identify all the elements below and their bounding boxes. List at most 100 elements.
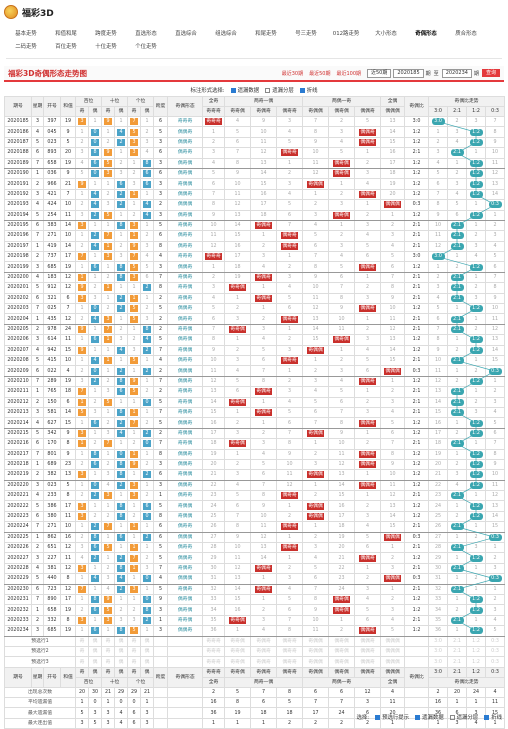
nav-tab[interactable]: 二码走势 <box>15 44 37 50</box>
nav-tab[interactable]: 奇偶形态 <box>415 31 437 37</box>
omission-cell: 1 <box>250 396 278 408</box>
pattern-text: 奇偶奇 <box>167 406 204 419</box>
pattern-hit: 偶奇奇 <box>281 315 298 323</box>
digit-cell: 5 <box>127 303 142 315</box>
ratio-cell: 2:1 <box>447 240 468 253</box>
omission-cell: 1 <box>380 375 406 388</box>
digit-hit: 2 <box>91 377 99 385</box>
nav-tab[interactable]: 大小形态 <box>375 31 397 37</box>
omission-cell: 4 <box>276 396 304 408</box>
checkbox[interactable] <box>299 87 305 93</box>
cell: 2020231 <box>4 593 32 606</box>
omission-cell: 1 <box>114 115 129 128</box>
nav-tab[interactable]: 和尾走势 <box>255 31 277 37</box>
omission-cell: 1 <box>140 625 155 637</box>
header-cell: 偶奇奇 <box>276 106 304 117</box>
cell: 2 <box>31 396 44 408</box>
to-input[interactable]: 2020234 <box>441 68 472 78</box>
nav-tab[interactable]: 基本走势 <box>15 31 37 37</box>
cell: 20 <box>60 147 76 159</box>
omission-cell: 1 <box>224 448 252 460</box>
nav-tab[interactable]: 直选形态 <box>135 31 157 37</box>
ratio-hit: 1:2 <box>469 596 483 604</box>
preselect-option: 2:1 <box>447 635 468 647</box>
digit-cell: 2 <box>114 417 129 429</box>
cell: 5 <box>31 282 44 294</box>
period-link[interactable]: 最近30期 <box>281 70 304 77</box>
omission-cell: 11 <box>328 448 356 460</box>
checkbox-label[interactable]: 折线 <box>491 715 502 721</box>
stats-value: 0 <box>127 697 142 709</box>
nav-tab[interactable]: 号三走势 <box>295 31 317 37</box>
ratio-cell: 1:2 <box>466 157 487 169</box>
omission-cell: 1 <box>447 251 468 263</box>
digit-hit: 5 <box>130 315 139 323</box>
period-select[interactable]: 近50期 <box>367 68 392 78</box>
header-cell: 和值 <box>60 666 76 688</box>
omission-cell: 2 <box>101 375 116 388</box>
checkbox[interactable] <box>449 714 455 720</box>
nav-tab[interactable]: 个位走势 <box>135 44 157 50</box>
query-button[interactable]: 查询 <box>481 69 500 77</box>
omission-cell: 9 <box>485 458 506 471</box>
header-cell: 奇偶偶 <box>302 666 330 678</box>
checkbox-label[interactable]: 遗漏数据 <box>237 88 260 94</box>
omission-cell: 2 <box>354 209 382 221</box>
digit-cell: 4 <box>114 344 129 357</box>
checkbox-label[interactable]: 遗漏分层 <box>272 88 294 94</box>
nav-tab[interactable]: 组选综合 <box>215 31 237 37</box>
stats-value: 36 <box>202 707 226 719</box>
pattern-cell: 偶奇偶 <box>328 604 356 616</box>
nav-tab[interactable]: 和值和尾 <box>55 31 77 37</box>
nav-tab[interactable]: 跨度走势 <box>95 31 117 37</box>
checkbox[interactable] <box>415 714 421 720</box>
digit-hit: 6 <box>143 170 152 178</box>
omission-cell: 16 <box>428 417 449 429</box>
blank-cell <box>153 656 169 668</box>
table-wrap: 期号 星期 开号 和值 百位 十位 个位 跨度 奇偶形态 全奇 两奇一偶 两偶一奇 全偶 奇偶比 奇偶比走势… <box>4 96 506 729</box>
omission-cell: 5 <box>485 417 506 429</box>
digit-hit: 5 <box>104 159 113 167</box>
ratio-hit: 2:1 <box>450 409 464 417</box>
pattern-cell: 偶偶奇 <box>354 126 382 138</box>
checkbox[interactable] <box>484 714 490 720</box>
ratio-cell: 2:1 <box>447 541 468 554</box>
cell: 2020196 <box>4 230 32 242</box>
data-row: 2020214 4 627 15 1 6 2 2 7 2 5 偶偶奇 16 2 1 6 7 8 偶偶奇 5 1:2 16 1… <box>4 417 506 429</box>
omission-cell: 25 <box>202 510 226 523</box>
checkbox-label[interactable]: 遗漏分层 <box>456 715 479 721</box>
checkbox[interactable] <box>375 714 381 720</box>
checkbox-label[interactable]: 遗漏数据 <box>422 715 444 721</box>
cell: 2:1 <box>404 614 430 627</box>
omission-cell: 3 <box>485 230 506 242</box>
omission-cell: 16 <box>202 417 226 429</box>
omission-cell: 8 <box>302 593 330 606</box>
from-input[interactable]: 2020185 <box>393 68 424 78</box>
pattern-cell: 偶奇偶 <box>328 167 356 180</box>
period-link[interactable]: 最近50期 <box>309 70 331 77</box>
preselect-option: 偶 <box>87 645 103 658</box>
nav-tab[interactable]: 百位走势 <box>55 44 77 50</box>
nav-tab[interactable]: 十位走势 <box>95 44 117 50</box>
omission-cell: 1 <box>276 500 304 512</box>
omission-cell: 5 <box>224 490 252 502</box>
pattern-text: 偶偶奇 <box>167 552 204 564</box>
checkbox[interactable] <box>265 87 271 93</box>
period-link[interactable]: 最近100期 <box>336 70 361 77</box>
omission-cell: 10 <box>224 178 252 190</box>
omission-cell: 19 <box>224 271 252 284</box>
omission-cell: 1 <box>466 438 487 450</box>
checkbox-label[interactable]: 折线 <box>306 88 318 94</box>
nav-tab[interactable]: 012路走势 <box>332 31 360 37</box>
omission-cell: 8 <box>302 126 330 138</box>
nav-tab[interactable]: 直选综合 <box>175 31 197 37</box>
omission-cell: 2 <box>354 500 382 512</box>
omission-cell: 2 <box>114 240 129 253</box>
checkbox[interactable] <box>230 87 236 93</box>
omission-cell: 5 <box>202 167 226 180</box>
nav-tab[interactable]: 质合形态 <box>455 31 477 37</box>
omission-cell: 1 <box>87 500 103 512</box>
digit-cell: 8 <box>114 271 129 284</box>
checkbox-label[interactable]: 预选行提示 <box>382 715 410 721</box>
header-cell: 偶 <box>114 666 129 678</box>
